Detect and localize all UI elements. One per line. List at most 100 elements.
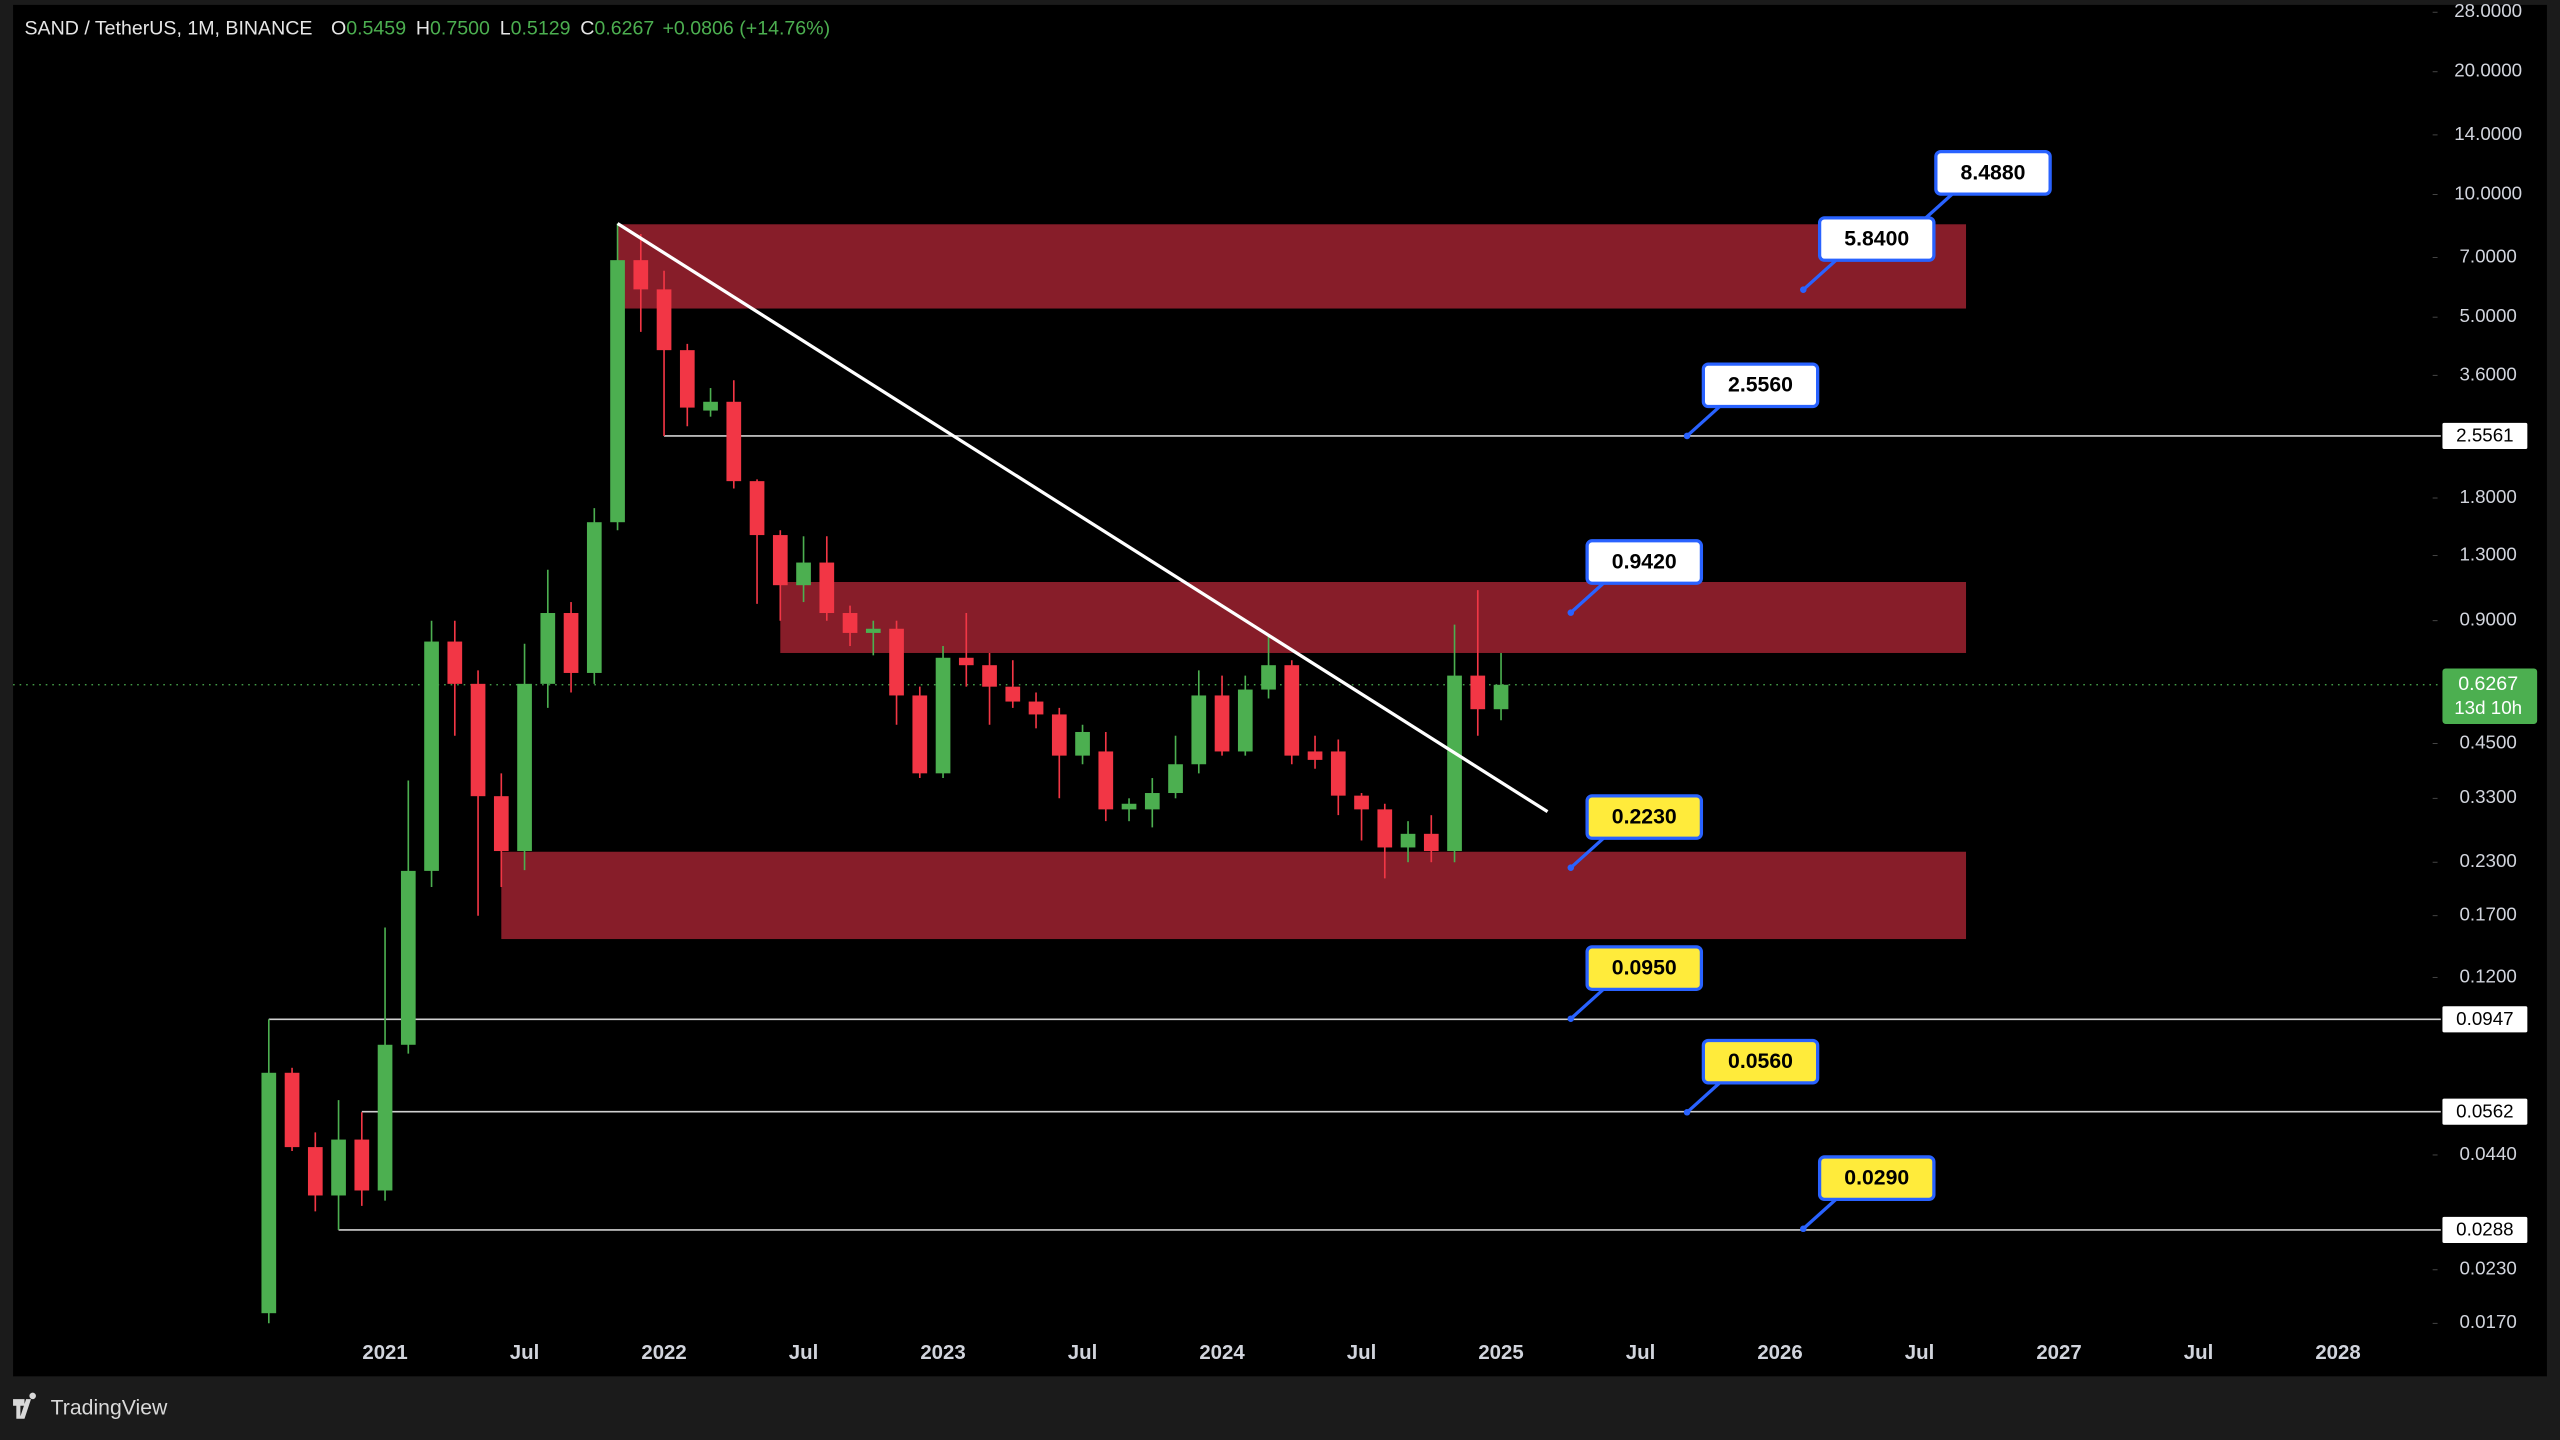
callout-label: 8.4880 [1961,161,2026,184]
candle-body [1307,751,1323,760]
candle-body [819,562,835,614]
candle-body [889,628,904,696]
last-price-label: 0.6267 [2458,673,2518,695]
y-tick-label: 5.0000 [2459,305,2516,326]
callout-leader [1802,259,1838,291]
callout-anchor [1800,286,1807,293]
x-tick-label: Jul [1626,1342,1655,1364]
x-tick-label: 2021 [362,1342,407,1364]
x-tick-label: 2023 [920,1342,965,1364]
candle-body [912,695,928,774]
candles [261,223,1509,1324]
x-tick-label: Jul [1905,1342,1934,1364]
trend-line [616,222,1549,814]
candle-body [284,1072,300,1148]
candle-body [1144,793,1160,810]
y-tick-label: 0.9000 [2459,609,2516,630]
y-tick-label: 20.0000 [2454,60,2522,81]
y-tick-label: 0.0440 [2459,1143,2516,1164]
candle-body [1168,764,1183,794]
y-tick-label: 0.2300 [2459,850,2516,871]
candle-body [493,796,509,852]
candle-body [1051,714,1067,756]
callout-leader [1685,1081,1721,1114]
candle-body [400,870,416,1045]
ohlc-value: 0.5459 [346,18,406,40]
x-tick-label: 2027 [2036,1342,2081,1364]
symbol: SAND / TetherUS, 1M, BINANCE [24,18,312,40]
candle-body [610,260,625,523]
callout-anchor [1683,432,1691,440]
candle-body [517,683,532,852]
candle-body [796,562,811,586]
callout-anchor [1567,1015,1575,1022]
callout-anchor [1683,1109,1691,1116]
callout-label: 5.8400 [1844,227,1909,250]
callout-leader [1569,988,1605,1020]
candle-body [935,657,951,774]
callout-leader [1569,837,1605,869]
y-tick-label: 28.0000 [2454,0,2522,21]
ohlc-value: 0.7500 [430,18,490,40]
candle-body [772,535,788,586]
candle-body [586,522,602,673]
candle-body [842,613,858,633]
candle-body [377,1044,393,1191]
candle-body [1330,751,1346,796]
x-tick-label: Jul [789,1342,818,1364]
callout-label: 0.0290 [1844,1167,1909,1190]
price-tag-label: 0.0288 [2456,1219,2513,1240]
candle-body [679,350,695,408]
callout-box [1817,1155,1936,1202]
callout-anchor [1567,864,1575,871]
candle-body [354,1139,370,1191]
y-tick-label: 0.0170 [2459,1311,2516,1332]
callout-anchor [1567,609,1575,616]
header-line: SAND / TetherUS, 1M, BINANCE O0.5459 H0.7… [24,18,830,40]
y-tick-label: 3.6000 [2459,363,2516,384]
countdown-label: 13d 10h [2454,697,2522,718]
candle-body [261,1072,277,1314]
y-tick-label: 0.3300 [2459,786,2516,807]
price-tag [2442,1006,2528,1033]
callout-box [1817,216,1936,262]
candle-body [1354,795,1369,810]
price-tag [2442,1216,2528,1244]
candle-body [1377,809,1393,848]
y-tick-label: 1.3000 [2459,544,2516,565]
callout-leader [1685,405,1721,438]
callout-anchor [1800,1225,1807,1233]
x-tick-label: 2025 [1478,1342,1523,1364]
x-tick-label: 2024 [1199,1342,1245,1364]
candle-body [726,401,742,482]
candle-body [1028,701,1044,715]
callout-box [1585,794,1704,840]
y-tick-label: 0.4500 [2459,731,2516,752]
candle-body [470,683,486,797]
x-tick-label: 2028 [2315,1342,2360,1364]
candle-body [1284,665,1300,756]
y-tick-label: 0.1700 [2459,904,2516,925]
y-tick-label: 1.8000 [2459,486,2516,507]
axes: 28.0000 20.0000 14.0000 10.0000 7.0000 5.0000… [362,0,2538,1364]
price-tag-label: 2.5561 [2456,425,2513,446]
ohlc-key: O [331,18,346,40]
y-tick-label: 10.0000 [2454,182,2522,203]
callout-box [1585,945,1704,991]
candle-body [1214,695,1230,752]
candle-body [307,1147,323,1196]
candle-body [633,260,649,290]
y-tick-label: 14.0000 [2454,123,2522,144]
callout-box [1585,539,1704,585]
price-tag [2442,422,2528,449]
candle-body [1005,686,1021,702]
zone [780,581,1967,653]
callout-box [1934,150,2052,196]
ohlc-key: H [416,18,430,40]
candle-body [1423,833,1439,852]
candle-body [1237,689,1253,752]
zone [617,224,1967,309]
candle-body [540,613,556,684]
